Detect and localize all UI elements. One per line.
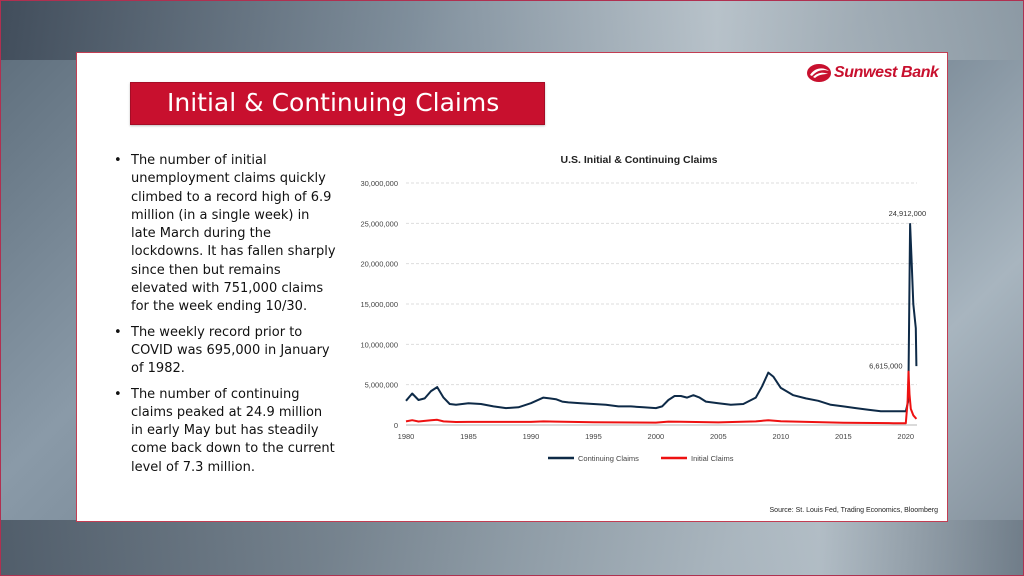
bullet-item: The weekly record prior to COVID was 695… [108,324,338,379]
data-label: 24,912,000 [889,209,927,218]
y-tick-label: 0 [394,421,398,430]
x-tick-label: 1985 [460,432,477,441]
y-tick-label: 10,000,000 [360,340,398,349]
initial-claims-line [405,370,918,425]
legend-label: Initial Claims [691,454,734,463]
chart-title: U.S. Initial & Continuing Claims [561,154,718,166]
logo-text: Sunwest Bank [834,64,939,81]
background-bottom [0,520,1024,576]
x-tick-label: 2005 [710,432,727,441]
x-tick-label: 2010 [772,432,789,441]
sunwest-logo: Sunwest Bank [806,62,940,84]
y-tick-label: 15,000,000 [360,300,398,309]
x-axis: 1980 1985 1990 1995 2000 2005 2010 2015 2020 [398,432,914,441]
x-tick-label: 2020 [897,432,914,441]
bullet-item: The number of continuing claims peaked a… [108,386,338,477]
bullet-list: The number of initial unemployment claim… [108,152,338,484]
bullet-item: The number of initial unemployment claim… [108,152,338,317]
x-tick-label: 2015 [835,432,852,441]
x-tick-label: 1990 [523,432,540,441]
background-top [0,0,1024,60]
chart-annotations: 24,912,000 6,615,000 [869,209,926,371]
source-note: Source: St. Louis Fed, Trading Economics… [769,507,938,514]
data-label: 6,615,000 [869,362,902,371]
y-axis: 0 5,000,000 10,000,000 15,000,000 20,000,000… [360,179,398,430]
continuing-claims-line [405,223,918,413]
y-tick-label: 30,000,000 [360,179,398,188]
legend-label: Continuing Claims [578,454,639,463]
y-tick-label: 25,000,000 [360,219,398,228]
x-tick-label: 1980 [398,432,415,441]
y-tick-label: 20,000,000 [360,260,398,269]
y-tick-label: 5,000,000 [365,381,398,390]
x-tick-label: 1995 [585,432,602,441]
chart-series [405,223,918,425]
slide-title: Initial & Continuing Claims [167,88,500,117]
x-tick-label: 2000 [648,432,665,441]
chart-grid [406,182,917,426]
chart-legend: Continuing Claims Initial Claims [548,454,734,463]
title-banner: Initial & Continuing Claims [130,82,545,125]
sunwest-logo-icon [807,64,831,82]
